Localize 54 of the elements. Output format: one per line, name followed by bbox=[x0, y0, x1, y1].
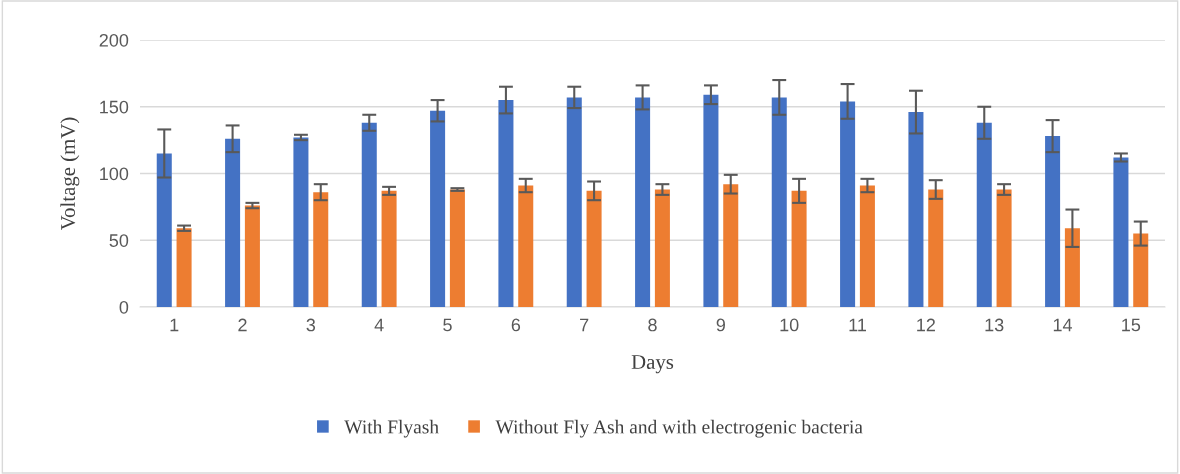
bar bbox=[976, 122, 992, 307]
bar bbox=[449, 189, 465, 307]
bar bbox=[840, 101, 856, 307]
bar bbox=[859, 185, 875, 307]
bar bbox=[518, 185, 534, 307]
x-tick-label: 8 bbox=[648, 318, 657, 332]
bar bbox=[566, 97, 582, 307]
bar bbox=[361, 122, 377, 307]
bar bbox=[498, 100, 514, 307]
bar bbox=[1113, 157, 1129, 307]
bar bbox=[908, 112, 924, 307]
x-tick-label: 2 bbox=[238, 318, 247, 332]
x-tick-label: 13 bbox=[985, 318, 1004, 332]
x-tick-label: 7 bbox=[580, 318, 589, 332]
x-tick-label: 11 bbox=[849, 318, 866, 332]
bar bbox=[1045, 136, 1061, 307]
y-tick-label: 0 bbox=[119, 300, 129, 314]
legend-label: With Flyash bbox=[344, 419, 439, 438]
x-tick-label: 1 bbox=[170, 318, 179, 332]
legend-label: Without Fly Ash and with electrogenic bacteria bbox=[495, 419, 863, 438]
bar bbox=[293, 137, 309, 307]
y-axis-title: Voltage (mV) bbox=[60, 117, 80, 231]
y-tick-label: 100 bbox=[100, 167, 129, 181]
bar bbox=[771, 97, 787, 307]
x-tick-label: 10 bbox=[780, 318, 799, 332]
bar bbox=[654, 189, 670, 307]
bar bbox=[928, 189, 944, 307]
y-tick-label: 200 bbox=[99, 33, 129, 47]
bar bbox=[156, 153, 172, 307]
bar bbox=[996, 189, 1012, 307]
bar bbox=[586, 190, 602, 307]
bar bbox=[176, 228, 192, 307]
bar bbox=[791, 190, 807, 307]
y-tick-label: 150 bbox=[100, 100, 129, 114]
bar bbox=[381, 190, 397, 307]
bar bbox=[225, 138, 241, 307]
x-tick-label: 12 bbox=[917, 318, 935, 332]
bar bbox=[1133, 233, 1149, 307]
bar bbox=[313, 192, 329, 307]
x-tick-label: 5 bbox=[443, 318, 452, 332]
bar bbox=[703, 94, 719, 307]
x-tick-label: 9 bbox=[716, 318, 725, 332]
x-tick-label: 4 bbox=[374, 318, 384, 332]
bar bbox=[1064, 228, 1080, 307]
y-tick-label: 50 bbox=[109, 234, 129, 247]
bar bbox=[635, 97, 651, 307]
bar bbox=[430, 110, 446, 307]
bar bbox=[244, 205, 260, 307]
x-tick-label: 14 bbox=[1053, 318, 1073, 332]
x-axis-title: Days bbox=[631, 355, 674, 374]
x-tick-label: 3 bbox=[306, 318, 316, 332]
x-tick-label: 6 bbox=[511, 318, 521, 332]
x-tick-label: 15 bbox=[1122, 318, 1141, 332]
bar bbox=[723, 184, 739, 307]
